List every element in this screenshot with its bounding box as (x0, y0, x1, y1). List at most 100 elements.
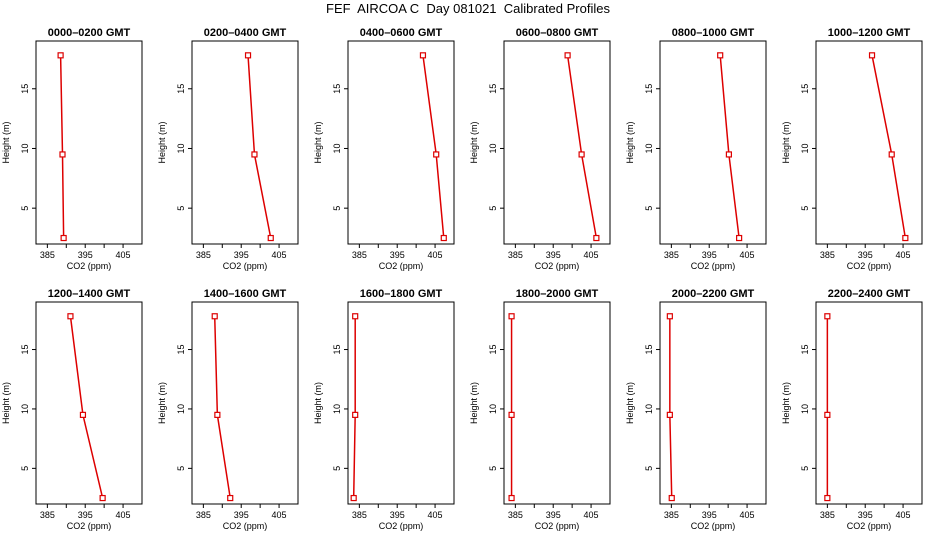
x-tick-label: 385 (40, 510, 55, 520)
data-point (824, 411, 831, 418)
profile-line (69, 316, 104, 499)
x-axis-label: CO2 (ppm) (379, 261, 424, 271)
y-axis-label: Height (m) (781, 382, 791, 424)
y-tick-label: 5 (488, 466, 498, 471)
x-tick-label: 395 (546, 250, 561, 260)
y-tick-label: 10 (176, 404, 186, 414)
y-tick-label: 5 (332, 466, 342, 471)
x-tick-label: 385 (820, 510, 835, 520)
x-tick-label: 405 (116, 250, 131, 260)
y-tick-label: 15 (176, 84, 186, 94)
profile-line (669, 316, 673, 499)
data-point (888, 151, 895, 158)
profile-line (247, 55, 272, 239)
plot-frame (815, 301, 923, 505)
profile-line (566, 55, 598, 239)
y-axis-label: Height (m) (157, 382, 167, 424)
data-point (564, 52, 571, 59)
profile-line (59, 55, 65, 239)
x-tick-label: 395 (858, 510, 873, 520)
y-tick-label: 10 (644, 143, 654, 153)
x-axis-label: CO2 (ppm) (379, 521, 424, 531)
y-tick-label: 15 (176, 345, 186, 355)
profile-line (213, 316, 231, 499)
y-axis-label: Height (m) (469, 121, 479, 163)
x-axis-label: CO2 (ppm) (535, 261, 580, 271)
x-tick-label: 405 (116, 510, 131, 520)
y-tick-label: 5 (488, 206, 498, 211)
x-axis-label: CO2 (ppm) (847, 521, 892, 531)
y-tick-label: 15 (800, 345, 810, 355)
y-tick-label: 10 (644, 404, 654, 414)
data-point (578, 151, 585, 158)
x-tick-label: 405 (896, 510, 911, 520)
data-point (433, 151, 440, 158)
data-point (508, 313, 515, 320)
panel-title: 0000–0200 GMT (48, 27, 131, 39)
y-tick-label: 10 (800, 404, 810, 414)
y-axis-label: Height (m) (313, 382, 323, 424)
x-tick-label: 385 (196, 510, 211, 520)
y-tick-label: 5 (176, 466, 186, 471)
y-tick-label: 15 (644, 345, 654, 355)
plot-frame (191, 40, 299, 245)
plot-frame (659, 301, 767, 505)
x-axis-label: CO2 (ppm) (223, 521, 268, 531)
x-tick-label: 395 (78, 250, 93, 260)
panel-title: 0200–0400 GMT (204, 27, 287, 39)
data-point (440, 234, 447, 242)
y-axis-label: Height (m) (625, 382, 635, 424)
x-axis-label: CO2 (ppm) (691, 261, 736, 271)
y-tick-label: 10 (20, 143, 30, 153)
plot-frame (815, 40, 923, 245)
x-axis-label: CO2 (ppm) (223, 261, 268, 271)
data-point (419, 52, 427, 59)
x-tick-label: 385 (40, 250, 55, 260)
panel-title: 2200–2400 GMT (828, 288, 911, 300)
x-tick-label: 395 (702, 250, 717, 260)
x-tick-label: 405 (428, 250, 443, 260)
plot-frame (347, 301, 455, 505)
data-point (267, 234, 274, 242)
panel-title: 0800–1000 GMT (672, 27, 755, 39)
y-tick-label: 10 (488, 404, 498, 414)
y-axis-label: Height (m) (1, 121, 11, 163)
y-tick-label: 10 (176, 143, 186, 153)
data-point (736, 234, 743, 242)
x-tick-label: 385 (196, 250, 211, 260)
x-tick-label: 395 (546, 510, 561, 520)
data-point (352, 313, 359, 320)
panel-title: 2000–2200 GMT (672, 288, 755, 300)
data-point (352, 411, 359, 418)
plot-frame (503, 40, 611, 245)
y-tick-label: 10 (800, 143, 810, 153)
data-point (227, 494, 234, 502)
data-point (99, 494, 106, 502)
y-axis-label: Height (m) (313, 121, 323, 163)
y-tick-label: 5 (332, 206, 342, 211)
x-tick-label: 405 (740, 250, 755, 260)
profile-line (422, 55, 445, 239)
data-point (717, 52, 724, 59)
data-point (57, 52, 64, 59)
panel-title: 1200–1400 GMT (48, 288, 131, 300)
data-point (666, 313, 673, 320)
data-point (666, 411, 673, 418)
y-axis-label: Height (m) (781, 121, 791, 163)
x-tick-label: 405 (584, 250, 599, 260)
data-point (79, 411, 87, 418)
data-point (668, 494, 675, 502)
x-axis-label: CO2 (ppm) (535, 521, 580, 531)
profile-line (871, 55, 907, 239)
y-tick-label: 5 (644, 466, 654, 471)
data-point (350, 494, 357, 502)
data-point (593, 234, 600, 242)
data-point (244, 52, 252, 59)
y-tick-label: 15 (644, 84, 654, 94)
x-tick-label: 385 (664, 250, 679, 260)
y-tick-label: 5 (176, 206, 186, 211)
x-tick-label: 395 (390, 510, 405, 520)
y-tick-label: 15 (20, 84, 30, 94)
data-point (67, 313, 74, 320)
